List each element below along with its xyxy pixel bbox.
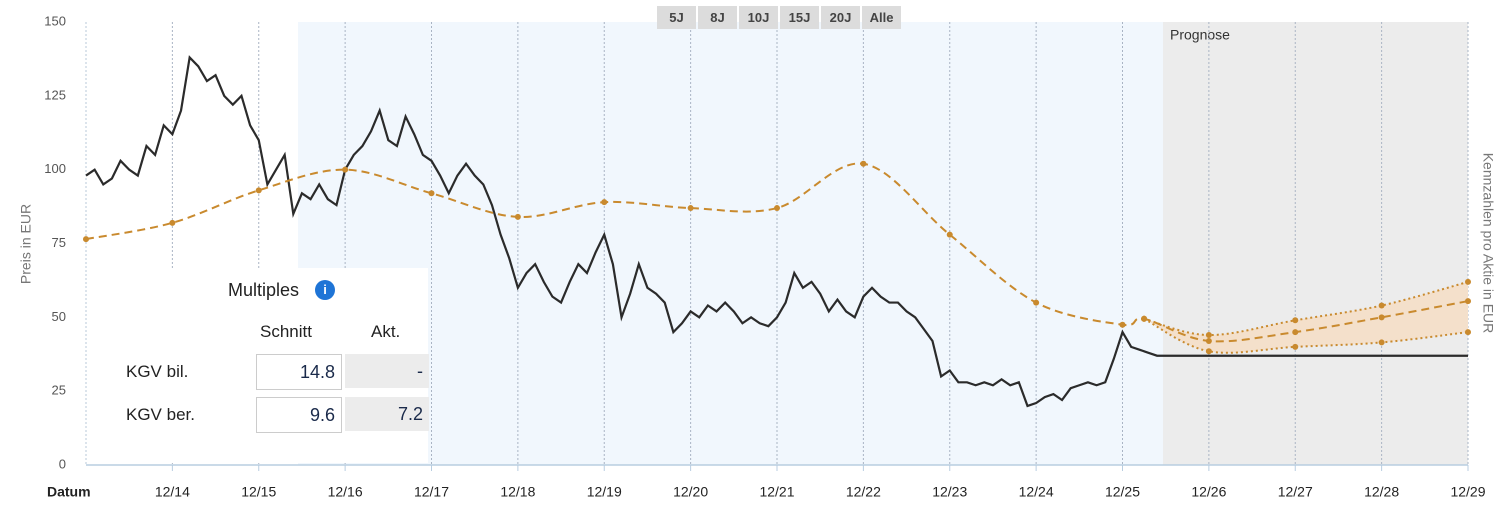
metric-dot	[1465, 329, 1471, 336]
y2-axis-label: Kennzahlen pro Aktie in EUR	[1480, 153, 1496, 334]
metric-dot	[342, 166, 349, 173]
metric-dot	[687, 205, 694, 212]
metric-dot	[1033, 299, 1040, 306]
info-icon[interactable]: i	[315, 280, 335, 300]
x-tick-label: 12/19	[587, 484, 622, 500]
x-tick-label: 12/27	[1278, 484, 1313, 500]
row-label: KGV ber.	[126, 405, 195, 424]
forecast-label: Prognose	[1170, 27, 1230, 43]
range-button[interactable]: 5J	[657, 6, 696, 29]
y-tick-label: 75	[52, 235, 66, 250]
range-button[interactable]: 8J	[698, 6, 737, 29]
x-tick-label: 12/26	[1191, 484, 1226, 500]
metric-dot	[1292, 317, 1299, 324]
price-line	[85, 55, 1468, 408]
y-tick-label: 125	[44, 87, 66, 102]
x-tick-label: 12/14	[155, 484, 190, 500]
metric-dot	[169, 219, 176, 226]
metric-dot	[860, 160, 867, 167]
metric-dot	[428, 190, 435, 197]
metric-dot	[514, 213, 521, 220]
metric-dot	[1378, 302, 1385, 309]
range-button[interactable]: 10J	[739, 6, 778, 29]
y-tick-label: 0	[59, 456, 66, 471]
metric-dot	[1292, 343, 1299, 350]
x-tick-label: 12/29	[1450, 484, 1485, 500]
y-tick-label: 50	[52, 309, 66, 324]
metric-dot	[1205, 332, 1212, 339]
range-button[interactable]: 15J	[780, 6, 819, 29]
history-shade	[298, 22, 1163, 465]
forecast-shade	[1163, 22, 1468, 465]
x-tick-label: 12/16	[328, 484, 363, 500]
value-cell: 7.2	[345, 397, 429, 431]
metric-dot	[1292, 329, 1299, 336]
metric-dot	[1378, 339, 1385, 346]
plot	[83, 55, 1471, 408]
multiples-title: Multiples	[228, 280, 300, 300]
metric-dot	[1465, 298, 1471, 305]
metric-dot	[1205, 337, 1212, 344]
x-tick-label: 12/17	[414, 484, 449, 500]
range-button[interactable]: 20J	[821, 6, 860, 29]
y-tick-label: 25	[52, 383, 66, 398]
metric-dot	[774, 205, 780, 212]
value-cell: 9.6	[256, 397, 342, 433]
x-tick-label: 12/28	[1364, 484, 1399, 500]
x-tick-label: 12/18	[500, 484, 535, 500]
y-axis-label: Preis in EUR	[18, 204, 34, 284]
y-tick-label: 150	[44, 13, 66, 28]
metric-dot	[1141, 315, 1148, 322]
metric-dot	[1465, 278, 1471, 285]
metric-line	[1143, 317, 1469, 354]
x-tick-label: 12/21	[759, 484, 794, 500]
value-cell: -	[345, 354, 429, 388]
metric-dot	[601, 199, 608, 206]
forecast-band	[1144, 281, 1468, 353]
x-tick-label: 12/25	[1105, 484, 1140, 500]
x-tick-label: 12/15	[241, 484, 276, 500]
y-tick-label: 100	[44, 161, 66, 176]
x-tick-label: 12/22	[846, 484, 881, 500]
x-tick-label: 12/20	[673, 484, 708, 500]
metric-dot	[83, 236, 89, 243]
range-button[interactable]: Alle	[862, 6, 901, 29]
x-tick-label: 12/23	[932, 484, 967, 500]
x-tick-label: 12/24	[1019, 484, 1054, 500]
metric-dot	[1378, 314, 1385, 321]
metric-dot	[1119, 321, 1126, 328]
column-header: Akt.	[371, 322, 401, 341]
metric-dot	[1205, 348, 1212, 355]
multiples-panel: Multiples i Schnitt Akt. KGV bil. 14.8- KGV …	[88, 268, 429, 463]
range-buttons: 5J 8J 10J 15J 20J Alle	[657, 6, 901, 29]
x-axis-label: Datum	[47, 484, 91, 500]
metric-dot	[946, 231, 953, 238]
metric-line	[85, 162, 1469, 343]
metric-dot	[255, 187, 262, 194]
row-label: KGV bil.	[126, 362, 189, 381]
value-cell: 14.8	[256, 354, 342, 390]
grid: 0 25 50 75 100 125 150 12/14 12/15 12/16 12/17 12/1…	[44, 13, 1485, 499]
column-header: Schnitt	[260, 322, 312, 341]
